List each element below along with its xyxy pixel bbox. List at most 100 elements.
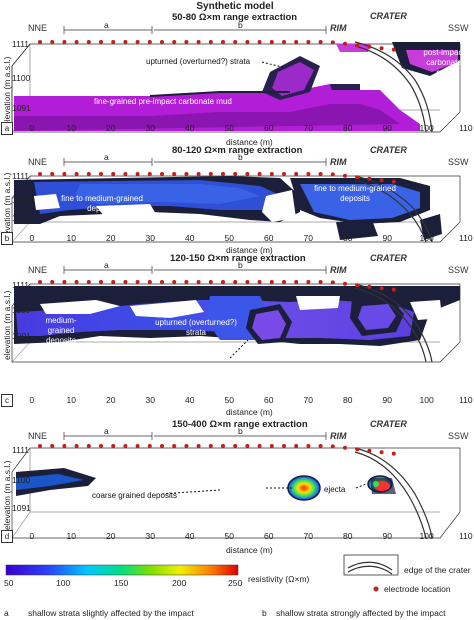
ssw-label-d: SSW xyxy=(448,431,469,441)
x-tick: 20 xyxy=(106,531,116,541)
electrode-dot xyxy=(123,280,128,284)
y-tick: 1100 xyxy=(12,73,31,83)
footnote-b-letter: b xyxy=(262,608,267,618)
annotation-post-impact-mud-line1: post-impact carbonate mud xyxy=(423,48,465,77)
y-tick: 1111 xyxy=(12,445,30,455)
panel-b-body xyxy=(14,176,442,240)
electrode-dot xyxy=(367,176,372,181)
rim-label-c: RIM xyxy=(330,265,347,275)
electrode-dot xyxy=(233,172,238,176)
ssw-label-c: SSW xyxy=(448,265,469,275)
x-tick: 110 xyxy=(459,233,473,243)
electrode-dot xyxy=(245,280,250,284)
x-tick: 60 xyxy=(264,531,274,541)
electrode-dot xyxy=(391,47,396,52)
electrode-dot xyxy=(99,40,103,44)
electrode-dot xyxy=(184,40,189,44)
electrode-dot xyxy=(172,280,177,284)
x-tick: 80 xyxy=(343,233,353,243)
segment-b-label: b xyxy=(238,426,243,436)
electrode-dot xyxy=(99,444,103,448)
crater-edge-legend-symbol xyxy=(343,554,399,576)
electrode-dot xyxy=(62,280,67,284)
electrode-dot xyxy=(269,280,274,284)
electrode-dot xyxy=(221,40,225,44)
electrode-dot xyxy=(355,43,360,48)
figure-title: Synthetic model xyxy=(196,1,274,12)
electrode-dot xyxy=(147,444,152,448)
electrode-dot xyxy=(123,40,128,44)
electrode-dot xyxy=(269,444,274,448)
x-tick: 100 xyxy=(419,531,434,541)
annotation-ejecta: ejecta xyxy=(324,485,346,494)
y-tick: 1100 xyxy=(12,305,31,315)
segment-b-label: b xyxy=(238,260,243,270)
footnote-b-text: shallow strata strongly affected by the … xyxy=(276,608,446,618)
electrode-dot xyxy=(367,448,372,453)
electrode-dot xyxy=(50,40,55,44)
x-tick: 0 xyxy=(29,123,35,133)
electrode-dot xyxy=(86,280,91,284)
x-tick: 10 xyxy=(66,123,76,133)
electrode-dot xyxy=(343,41,347,46)
nne-label-b: NNE xyxy=(28,157,48,167)
colorbar-tick: 200 xyxy=(172,578,187,588)
x-tick: 90 xyxy=(382,123,392,133)
y-tick: 1111 xyxy=(12,39,30,49)
x-tick: 50 xyxy=(224,233,234,243)
electrode-dot xyxy=(208,172,213,176)
electrode-dot xyxy=(245,172,250,176)
x-tick: 50 xyxy=(224,123,234,133)
x-tick: 60 xyxy=(264,233,274,243)
y-tick: 1091 xyxy=(12,103,31,113)
x-tick: 60 xyxy=(264,123,274,133)
electrode-dot xyxy=(86,40,91,44)
x-tick: 90 xyxy=(382,531,392,541)
electrode-dot xyxy=(379,286,384,291)
y-axis-label: elevation (m a.s.l.) xyxy=(2,460,12,530)
panel-c-body xyxy=(14,286,460,346)
electrode-dot xyxy=(38,444,42,448)
electrode-dot xyxy=(318,172,323,176)
electrode-dot xyxy=(38,172,42,176)
x-axis-label: distance (m) xyxy=(226,407,273,417)
electrode-dot xyxy=(282,280,286,284)
nne-label-a: NNE xyxy=(28,23,48,33)
electrode-dot xyxy=(38,280,42,284)
colorbar-tick: 150 xyxy=(114,578,129,588)
segment-b-label: b xyxy=(238,152,243,162)
x-tick: 70 xyxy=(303,531,313,541)
electrode-dot xyxy=(196,280,201,284)
electrode-dot xyxy=(391,179,396,184)
electrode-dot xyxy=(86,172,91,176)
electrode-dot xyxy=(355,447,360,452)
panel-letter-c: c xyxy=(1,394,13,407)
x-tick: 110 xyxy=(459,531,473,541)
electrode-dot xyxy=(318,280,323,284)
electrode-dot xyxy=(306,280,311,284)
panel-d-body xyxy=(16,468,396,501)
ssw-label-b: SSW xyxy=(448,157,469,167)
x-tick: 100 xyxy=(419,233,434,243)
electrode-dot xyxy=(379,46,384,51)
x-axis-label: distance (m) xyxy=(226,545,273,555)
electrode-dot xyxy=(318,444,323,448)
annotation-coarse-grained: coarse grained deposits xyxy=(92,491,177,500)
x-tick: 70 xyxy=(303,395,313,405)
annotation-upturned-strata-c: upturned (overturned?) strata xyxy=(155,318,237,337)
x-tick: 100 xyxy=(419,395,434,405)
nne-label-c: NNE xyxy=(28,265,48,275)
electrode-dot xyxy=(184,444,189,448)
electrode-dot xyxy=(111,280,116,284)
x-tick: 40 xyxy=(185,233,195,243)
y-axis-label: elevation (m a.s.l.) xyxy=(2,56,12,126)
electrode-dot xyxy=(391,287,396,292)
annotation-arrows xyxy=(159,61,367,495)
electrode-dot xyxy=(123,444,128,448)
colorbar-tick: 100 xyxy=(56,578,71,588)
x-tick: 0 xyxy=(29,531,35,541)
annotation-fine-medium-right: fine to medium-grained deposits xyxy=(314,184,396,203)
electrode-legend-label: electrode location xyxy=(384,584,451,594)
x-tick: 20 xyxy=(106,123,116,133)
